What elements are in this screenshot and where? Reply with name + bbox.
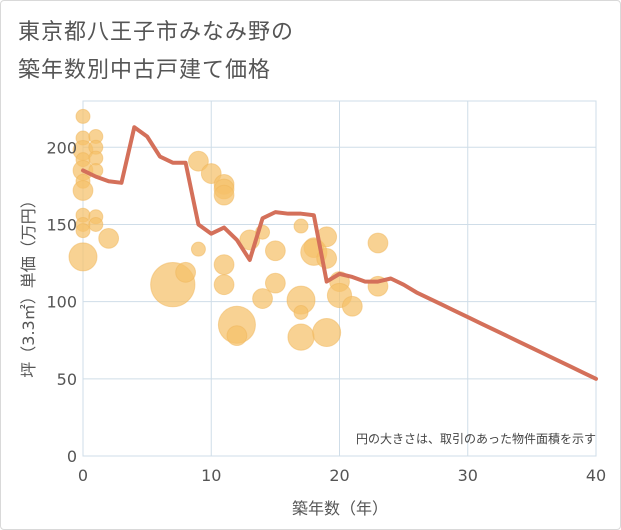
- bubble-point: [75, 108, 91, 124]
- bubble-point: [367, 232, 389, 254]
- series-line: [81, 125, 598, 381]
- x-tick-label: 30: [458, 466, 478, 485]
- bubble-point: [68, 242, 98, 272]
- trend-line: [81, 125, 598, 381]
- x-tick-label: 0: [78, 466, 88, 485]
- bubble-point: [213, 254, 235, 276]
- bubble-point: [226, 325, 248, 347]
- bubble-point: [72, 180, 94, 201]
- bubble-point: [75, 223, 91, 239]
- bubble-point: [213, 274, 235, 296]
- bubble-point: [98, 227, 120, 249]
- bubbles: [68, 108, 389, 351]
- bubble-point: [264, 240, 286, 262]
- bubble-point: [293, 218, 309, 234]
- bubble-point: [88, 216, 104, 232]
- x-tick-label: 20: [329, 466, 349, 485]
- bubble-point: [312, 318, 342, 348]
- bubble-point: [287, 323, 315, 351]
- tick-labels: 0 10 20 30 40 0 50 100 150 200: [46, 138, 606, 485]
- x-axis-label: 築年数（年）: [292, 499, 388, 518]
- x-tick-label: 10: [201, 466, 221, 485]
- y-tick-label: 150: [46, 215, 77, 234]
- bubble-point: [293, 304, 309, 320]
- x-tick-label: 40: [586, 466, 606, 485]
- y-tick-label: 0: [67, 447, 77, 466]
- bubble-point: [190, 241, 206, 257]
- bubble-point: [264, 272, 286, 294]
- y-tick-label: 200: [46, 138, 77, 157]
- chart-title-line1: 東京都八王子市みなみ野の: [18, 20, 295, 45]
- chart-title-line2: 築年数別中古戸建て価格: [18, 58, 272, 83]
- y-axis-label: 坪（3.3㎡）単価（万円）: [19, 192, 38, 377]
- y-tick-label: 50: [57, 370, 77, 389]
- grid: [82, 100, 597, 457]
- bubble-point: [252, 288, 273, 309]
- bubble-point: [188, 150, 209, 172]
- bubble-point: [213, 184, 235, 206]
- bubble-size-note: 円の大きさは、取引のあった物件面積を示す: [356, 431, 596, 446]
- bubble-point: [341, 295, 363, 317]
- bubble-point: [175, 261, 196, 283]
- y-tick-label: 100: [46, 293, 77, 312]
